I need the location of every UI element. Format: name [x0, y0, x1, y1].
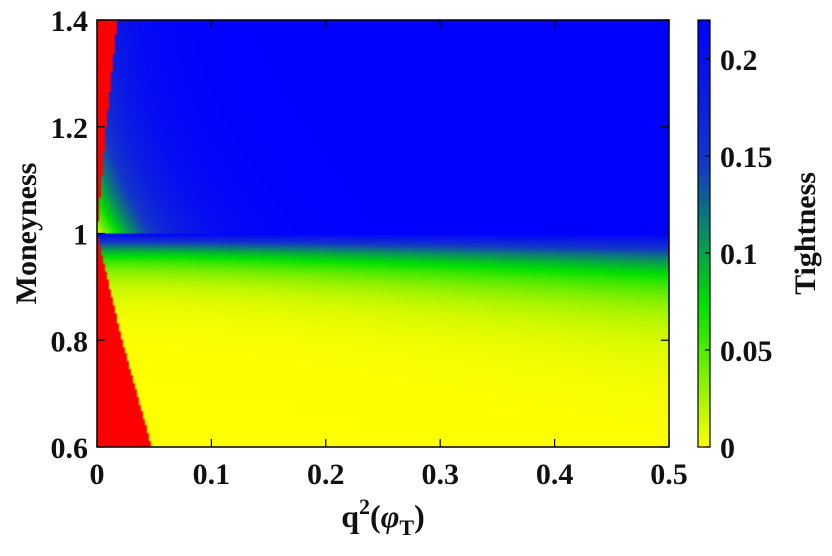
- y-axis-ticks: 0.6 0.8 1 1.2 1.4: [51, 5, 669, 465]
- x-label-open: (: [370, 498, 381, 534]
- colorbar-tick-label: 0.2: [720, 44, 758, 77]
- colorbar-label: Tightness: [789, 172, 822, 295]
- colorbar-tick-label: 0.15: [720, 141, 773, 174]
- x-tick-label: 0.3: [421, 458, 459, 491]
- y-tick-label: 1.4: [51, 5, 89, 38]
- x-tick-label: 0.4: [536, 458, 574, 491]
- y-tick-label: 0.8: [51, 325, 89, 358]
- x-label-phi: φ: [381, 498, 400, 534]
- colorbar-ticks: 0 0.05 0.1 0.15 0.2: [705, 44, 773, 465]
- y-tick-label: 0.6: [51, 432, 89, 465]
- colorbar: 0 0.05 0.1 0.15 0.2: [697, 19, 773, 465]
- x-axis-ticks: 0 0.1 0.2 0.3 0.4 0.5: [90, 20, 688, 491]
- heatmap-surface: [97, 20, 669, 447]
- x-tick-label: 0.2: [307, 458, 345, 491]
- x-tick-label: 0: [90, 458, 105, 491]
- colorbar-gradient: [697, 19, 711, 448]
- y-tick-label: 1.2: [51, 112, 89, 145]
- x-label-sub: T: [399, 515, 414, 540]
- y-tick-label: 1: [73, 219, 88, 252]
- colorbar-tick-label: 0.05: [720, 335, 773, 368]
- x-tick-label: 0.5: [650, 458, 688, 491]
- x-axis-label: q2(φT): [341, 494, 425, 540]
- x-label-close: ): [414, 498, 425, 534]
- y-axis-label: Moneyness: [10, 163, 43, 305]
- x-label-sup: 2: [359, 494, 370, 519]
- colorbar-tick-label: 0: [720, 432, 735, 465]
- colorbar-tick-label: 0.1: [720, 238, 758, 271]
- x-tick-label: 0.1: [193, 458, 231, 491]
- x-label-base: q: [341, 498, 359, 534]
- plot-area: [96, 19, 670, 448]
